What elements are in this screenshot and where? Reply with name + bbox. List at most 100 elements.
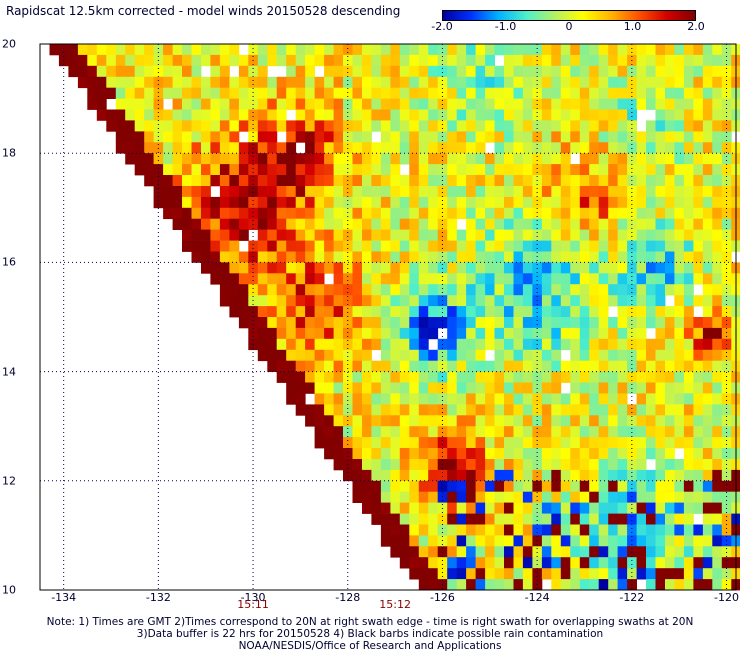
swath-cell (504, 88, 514, 99)
swath-cell (485, 492, 495, 503)
swath-cell (324, 44, 334, 55)
swath-cell (447, 415, 457, 426)
swath-cell (353, 404, 363, 415)
swath-cell (315, 393, 325, 404)
swath-cell (144, 55, 154, 66)
swath-cell (589, 481, 599, 492)
swath-cell (712, 208, 722, 219)
swath-cell (684, 328, 694, 339)
swath-cell (551, 99, 561, 110)
swath-cell (476, 131, 486, 142)
swath-cell (589, 131, 599, 142)
swath-cell (495, 481, 505, 492)
swath-cell (618, 120, 628, 131)
swath-cell (466, 175, 476, 186)
swath-cell (400, 350, 410, 361)
swath-cell (390, 546, 400, 557)
swath-cell (646, 415, 656, 426)
swath-cell (618, 131, 628, 142)
swath-cell (580, 306, 590, 317)
swath-cell (438, 437, 448, 448)
swath-cell (390, 361, 400, 372)
swath-cell (665, 328, 675, 339)
swath-cell (248, 306, 258, 317)
swath-cell (457, 55, 467, 66)
swath-cell (438, 481, 448, 492)
swath-cell (712, 393, 722, 404)
swath-cell (599, 164, 609, 175)
swath-cell (476, 546, 486, 557)
swath-cell (466, 186, 476, 197)
swath-cell (409, 514, 419, 525)
swath-cell (343, 284, 353, 295)
swath-cell (656, 514, 666, 525)
swath-cell (390, 514, 400, 525)
swath-cell (608, 110, 618, 121)
swath-cell (400, 426, 410, 437)
swath-cell (542, 55, 552, 66)
swath-cell (116, 66, 126, 77)
swath-cell (296, 66, 306, 77)
swath-cell (248, 197, 258, 208)
swath-cell (674, 339, 684, 350)
swath-cell (409, 383, 419, 394)
swath-cell (419, 230, 429, 241)
swath-cell (419, 208, 429, 219)
swath-cell (551, 383, 561, 394)
swath-cell (523, 328, 533, 339)
swath-cell (476, 339, 486, 350)
swath-cell (400, 295, 410, 306)
swath-cell (457, 350, 467, 361)
swath-cell (409, 503, 419, 514)
swath-cell (400, 131, 410, 142)
swath-cell (570, 273, 580, 284)
swath-cell (637, 546, 647, 557)
swath-cell (580, 535, 590, 546)
swath-cell (457, 579, 467, 590)
swath-cell (684, 415, 694, 426)
swath-cell (674, 404, 684, 415)
swath-cell (561, 273, 571, 284)
swath-cell (656, 525, 666, 536)
swath-cell (514, 492, 524, 503)
longitude-label: -134 (51, 591, 76, 604)
swath-cell (428, 295, 438, 306)
swath-cell (674, 306, 684, 317)
swath-cell (343, 393, 353, 404)
swath-cell (371, 273, 381, 284)
swath-cell (371, 317, 381, 328)
swath-cell (693, 142, 703, 153)
swath-cell (315, 110, 325, 121)
swath-cell (656, 208, 666, 219)
swath-cell (192, 44, 202, 55)
swath-cell (267, 306, 277, 317)
swath-cell (495, 350, 505, 361)
swath-cell (409, 197, 419, 208)
swath-cell (656, 44, 666, 55)
swath-cell (419, 568, 429, 579)
swath-cell (324, 153, 334, 164)
swath-cell (447, 426, 457, 437)
swath-cell (523, 317, 533, 328)
swath-cell (239, 142, 249, 153)
swath-cell (712, 142, 722, 153)
swath-cell (267, 328, 277, 339)
swath-cell (618, 284, 628, 295)
swath-cell (608, 66, 618, 77)
swath-cell (239, 110, 249, 121)
swath-cell (495, 66, 505, 77)
swath-cell (514, 350, 524, 361)
swath-cell (712, 120, 722, 131)
swath-cell (381, 514, 391, 525)
swath-cell (343, 252, 353, 263)
swath-cell (419, 262, 429, 273)
swath-cell (296, 208, 306, 219)
swath-cell (192, 153, 202, 164)
swath-cell (608, 514, 618, 525)
swath-cell (409, 525, 419, 536)
swath-cell (608, 120, 618, 131)
swath-cell (674, 175, 684, 186)
swath-cell (504, 437, 514, 448)
swath-cell (334, 284, 344, 295)
swath-cell (703, 197, 713, 208)
